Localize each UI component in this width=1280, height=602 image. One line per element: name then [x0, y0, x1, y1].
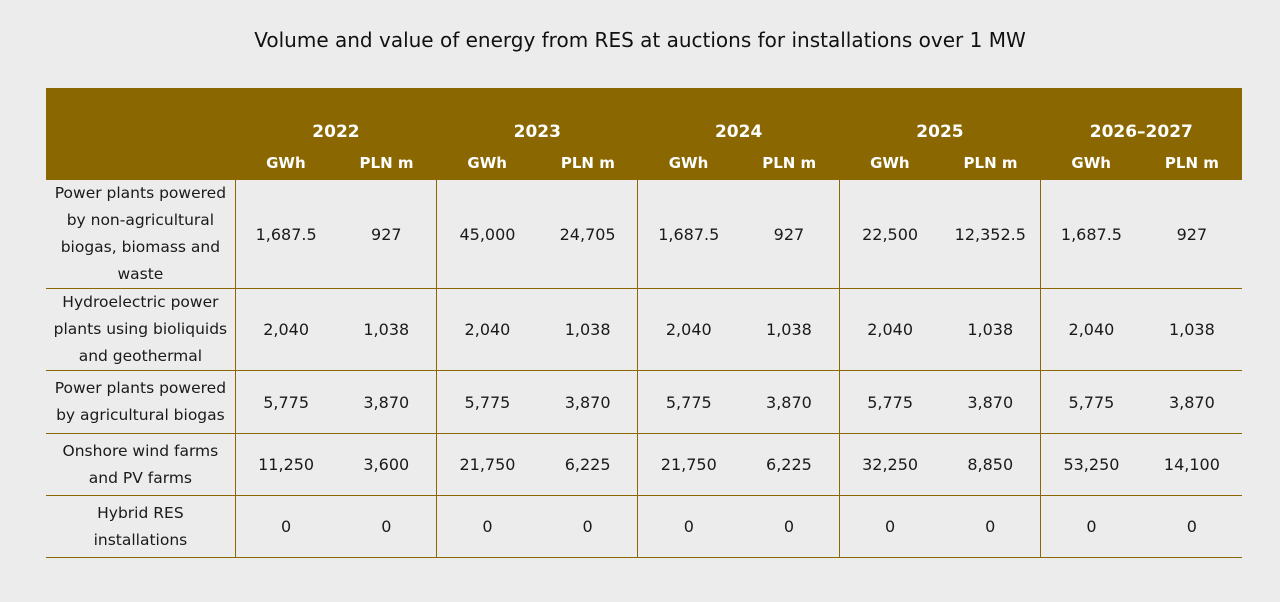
cell-gwh: 32,250: [838, 433, 941, 496]
cell-pln: 8,850: [940, 433, 1041, 496]
cell-gwh: 11,250: [234, 433, 337, 496]
cell-gwh: 5,775: [234, 370, 337, 434]
header-corner: [46, 88, 236, 146]
unit-header-gwh: GWh: [235, 146, 337, 180]
unit-header-pln: PLN m: [336, 146, 437, 180]
cell-pln: 0: [537, 495, 638, 558]
cell-gwh: 0: [838, 495, 941, 558]
cell-gwh: 5,775: [436, 370, 538, 434]
row-label: Power plants powered by agricultural bio…: [46, 370, 236, 434]
table-row: Power plants powered by agricultural bio…: [46, 370, 1242, 434]
cell-pln: 0: [336, 495, 437, 558]
cell-pln: 1,038: [739, 288, 840, 371]
energy-auction-table: 2022 2023 2024 2025 2026–2027 GWh PLN m …: [46, 88, 1242, 558]
cell-gwh: 2,040: [637, 288, 740, 371]
cell-pln: 1,038: [537, 288, 638, 371]
cell-gwh: 5,775: [838, 370, 941, 434]
unit-header-gwh: GWh: [436, 146, 538, 180]
cell-pln: 3,870: [940, 370, 1041, 434]
unit-header-gwh: GWh: [637, 146, 740, 180]
cell-gwh: 2,040: [1040, 288, 1142, 371]
cell-gwh: 2,040: [436, 288, 538, 371]
cell-pln: 0: [940, 495, 1041, 558]
cell-gwh: 0: [436, 495, 538, 558]
cell-pln: 12,352.5: [940, 180, 1041, 289]
cell-gwh: 0: [1040, 495, 1142, 558]
unit-header-pln: PLN m: [537, 146, 638, 180]
chart-title: Volume and value of energy from RES at a…: [254, 28, 1026, 52]
row-label: Hydroelectric power plants using bioliqu…: [46, 288, 236, 371]
cell-gwh: 22,500: [838, 180, 941, 289]
unit-header-pln: PLN m: [940, 146, 1041, 180]
year-header: 2022: [235, 88, 437, 146]
year-header-row: 2022 2023 2024 2025 2026–2027: [46, 88, 1242, 146]
cell-gwh: 0: [637, 495, 740, 558]
cell-pln: 0: [1141, 495, 1242, 558]
cell-pln: 3,870: [336, 370, 437, 434]
unit-header-pln: PLN m: [739, 146, 840, 180]
year-header: 2026–2027: [1040, 88, 1242, 146]
cell-pln: 3,870: [537, 370, 638, 434]
table-row: Power plants powered by non-agricultural…: [46, 180, 1242, 289]
header-corner: [46, 146, 236, 180]
cell-gwh: 53,250: [1040, 433, 1142, 496]
cell-pln: 3,600: [336, 433, 437, 496]
row-label: Hybrid RES installations: [46, 495, 236, 558]
cell-gwh: 5,775: [1040, 370, 1142, 434]
cell-gwh: 2,040: [234, 288, 337, 371]
table-row: Hydroelectric power plants using bioliqu…: [46, 288, 1242, 371]
cell-gwh: 1,687.5: [637, 180, 740, 289]
cell-pln: 1,038: [940, 288, 1041, 371]
cell-pln: 927: [336, 180, 437, 289]
cell-gwh: 5,775: [637, 370, 740, 434]
cell-pln: 0: [739, 495, 840, 558]
cell-pln: 24,705: [537, 180, 638, 289]
unit-header-gwh: GWh: [839, 146, 941, 180]
cell-gwh: 21,750: [436, 433, 538, 496]
cell-pln: 1,038: [1141, 288, 1242, 371]
cell-pln: 3,870: [1141, 370, 1242, 434]
cell-pln: 14,100: [1141, 433, 1242, 496]
cell-pln: 3,870: [739, 370, 840, 434]
unit-header-gwh: GWh: [1040, 146, 1142, 180]
cell-pln: 6,225: [739, 433, 840, 496]
table-row: Onshore wind farms and PV farms 11,250 3,6…: [46, 433, 1242, 496]
row-label: Onshore wind farms and PV farms: [46, 433, 236, 496]
table-row: Hybrid RES installations 0 0 0 0 0 0 0 0 0 0: [46, 495, 1242, 558]
cell-gwh: 21,750: [637, 433, 740, 496]
cell-pln: 1,038: [336, 288, 437, 371]
row-label: Power plants powered by non-agricultural…: [46, 180, 236, 289]
cell-gwh: 1,687.5: [234, 180, 337, 289]
cell-pln: 927: [739, 180, 840, 289]
year-header: 2023: [436, 88, 638, 146]
year-header: 2025: [839, 88, 1041, 146]
cell-gwh: 45,000: [436, 180, 538, 289]
cell-gwh: 2,040: [838, 288, 941, 371]
cell-gwh: 1,687.5: [1040, 180, 1142, 289]
unit-header-pln: PLN m: [1141, 146, 1242, 180]
cell-gwh: 0: [234, 495, 337, 558]
cell-pln: 927: [1141, 180, 1242, 289]
unit-header-row: GWh PLN m GWh PLN m GWh PLN m GWh PLN m …: [46, 146, 1242, 180]
year-header: 2024: [637, 88, 840, 146]
cell-pln: 6,225: [537, 433, 638, 496]
